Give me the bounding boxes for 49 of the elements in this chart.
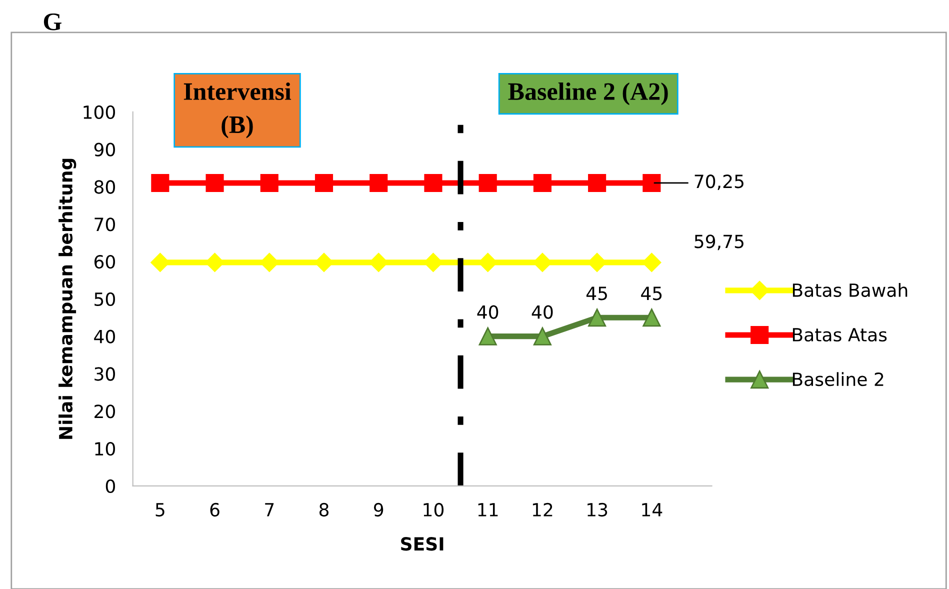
x-tick-label: 12 [532, 502, 552, 516]
data-label: 40 [477, 305, 498, 319]
x-tick-label: 6 [210, 502, 220, 517]
point [642, 308, 661, 327]
point [642, 174, 661, 192]
legend-label: Baseline 2 [792, 372, 884, 386]
y-tick-label: 40 [94, 330, 115, 344]
point [533, 327, 552, 346]
point [424, 174, 442, 192]
y-tick-label: 80 [94, 180, 115, 194]
y-tick-label: 70 [94, 218, 115, 232]
x-tick-label: 5 [156, 503, 164, 517]
point [478, 327, 497, 346]
y-tick-label: 50 [94, 292, 115, 306]
y-tick-label: 20 [94, 404, 115, 418]
annotation: 70,25 [694, 174, 744, 190]
x-tick-label: 11 [478, 503, 498, 516]
legend-label: Batas Bawah [792, 283, 908, 297]
x-tick-label: 8 [319, 502, 329, 517]
annotation: Intervensi (B) [184, 82, 292, 138]
chart-title: G [44, 13, 62, 30]
data-label: 45 [586, 286, 607, 300]
point [533, 174, 552, 192]
y-axis-title: Nilai kemampuan berhitung [58, 158, 76, 439]
y-tick-label: 100 [84, 105, 115, 120]
point [314, 174, 334, 192]
point [588, 174, 606, 192]
x-tick-label: 14 [642, 503, 662, 516]
point [588, 308, 606, 327]
text: Baseline 2 (A2) [508, 82, 668, 106]
point [260, 174, 278, 192]
y-tick-label: 90 [94, 142, 115, 156]
annotation: 59,75 [694, 234, 744, 250]
legend-label: Batas Atas [792, 328, 887, 342]
y-tick-label: 0 [106, 479, 115, 494]
data-label: 40 [532, 305, 553, 319]
x-tick-label: 10 [424, 502, 444, 517]
x-axis-title: SESI [401, 537, 444, 551]
point [206, 174, 224, 192]
point [370, 174, 388, 192]
y-tick-label: 30 [94, 367, 115, 381]
point [478, 174, 497, 192]
x-tick-label: 7 [265, 503, 274, 516]
x-tick-label: 13 [588, 502, 608, 517]
point [151, 174, 170, 192]
x-tick-label: 9 [374, 502, 384, 517]
y-tick-label: 60 [94, 254, 115, 269]
y-tick-label: 10 [95, 442, 115, 456]
data-label: 45 [641, 286, 662, 300]
